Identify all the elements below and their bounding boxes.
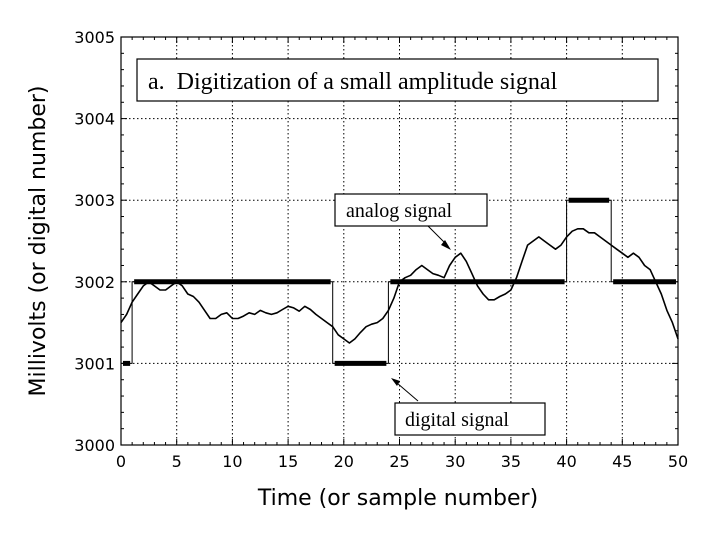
series-layer bbox=[120, 197, 679, 366]
title-box bbox=[136, 58, 659, 102]
x-tick-label: 5 bbox=[172, 452, 182, 471]
analog-arrowhead bbox=[441, 240, 451, 250]
y-tick-label: 3003 bbox=[74, 191, 115, 210]
y-tick-label: 3004 bbox=[74, 110, 115, 129]
x-tick-label: 40 bbox=[556, 452, 576, 471]
digital-signal-step-outline bbox=[121, 199, 678, 364]
tick-labels: 0 5 10 15 20 25 30 35 40 45 50 3000 3001 3002 3003 3004… bbox=[74, 28, 688, 471]
analog-signal-line bbox=[120, 228, 679, 344]
digital-label: digital signal bbox=[405, 409, 509, 431]
digital-arrow-line bbox=[396, 382, 419, 402]
plot-frame bbox=[120, 36, 679, 446]
x-tick-label: 0 bbox=[116, 452, 126, 471]
chart-title: a. Digitization of a small amplitude sig… bbox=[148, 69, 558, 95]
y-tick-label: 3005 bbox=[74, 28, 115, 47]
y-tick-label: 3000 bbox=[74, 436, 115, 455]
x-tick-label: 45 bbox=[612, 452, 632, 471]
x-axis-title: Time (or sample number) bbox=[257, 486, 538, 511]
analog-label-box bbox=[334, 193, 488, 227]
analog-label: analog signal bbox=[346, 200, 453, 222]
y-axis-title: Millivolts (or digital number) bbox=[26, 86, 51, 397]
x-tick-label: 15 bbox=[278, 452, 298, 471]
analog-arrow-line bbox=[427, 225, 447, 245]
x-tick-label: 30 bbox=[445, 452, 465, 471]
x-tick-label: 50 bbox=[668, 452, 688, 471]
x-tick-label: 35 bbox=[501, 452, 521, 471]
digital-label-box bbox=[394, 402, 546, 436]
y-tick-label: 3001 bbox=[74, 354, 115, 373]
x-tick-label: 25 bbox=[389, 452, 409, 471]
x-tick-label: 20 bbox=[334, 452, 354, 471]
digital-arrowhead bbox=[391, 378, 400, 386]
y-tick-label: 3002 bbox=[74, 273, 115, 292]
x-tick-label: 10 bbox=[222, 452, 242, 471]
